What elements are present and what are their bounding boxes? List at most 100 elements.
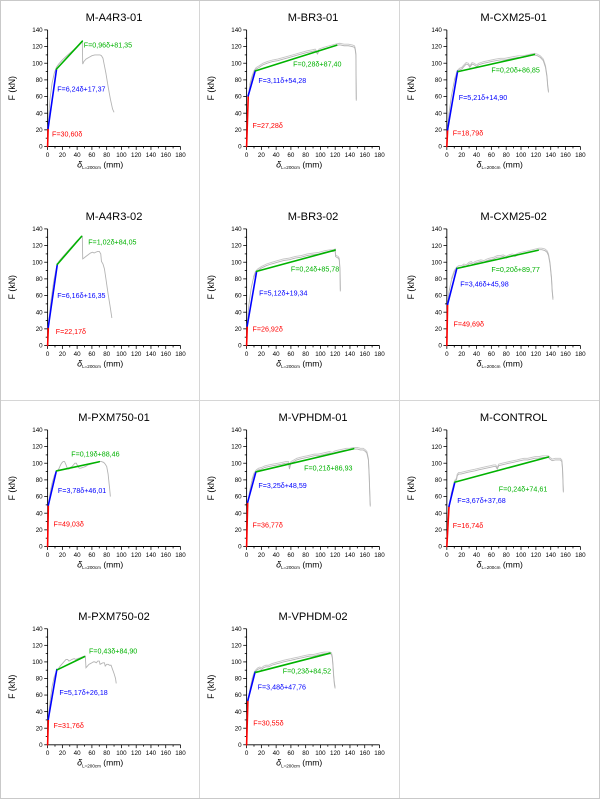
- experimental-curve: [446, 456, 564, 547]
- chart-title: M-VPHDM-01: [279, 412, 348, 424]
- y-tick-label: 120: [232, 44, 243, 51]
- y-tick-label: 0: [438, 543, 442, 550]
- chart-title: M-VPHDM-02: [279, 611, 348, 623]
- experimental-curve-secondary: [452, 455, 564, 491]
- fit-label-elastic: F=5,12δ+19,34: [259, 290, 307, 298]
- x-tick-label: 120: [530, 351, 541, 358]
- x-tick-label: 140: [345, 552, 356, 559]
- x-tick-label: 140: [345, 152, 356, 159]
- x-tick-label: 0: [46, 351, 50, 358]
- fit-line-elastic: [247, 671, 257, 702]
- x-tick-label: 100: [116, 152, 127, 159]
- x-tick-label: 100: [515, 152, 526, 159]
- x-axis-label: δL=200cm (mm): [276, 559, 322, 570]
- x-tick-label: 80: [103, 750, 110, 757]
- y-tick-label: 80: [36, 276, 43, 283]
- y-tick-label: 120: [32, 44, 43, 51]
- x-tick-label: 0: [46, 152, 50, 159]
- x-tick-label: 0: [245, 750, 249, 757]
- y-tick-label: 140: [431, 27, 442, 34]
- experimental-curve: [246, 44, 358, 147]
- experimental-curve-secondary: [453, 52, 549, 91]
- chart-cell-m-br3-02: M-BR3-02 0 20 40 60 80 100 120 140 160 180 0 20 40 60 8…: [200, 200, 400, 401]
- x-axis-label: δL=200cm (mm): [476, 159, 522, 170]
- y-tick-label: 20: [235, 527, 242, 534]
- y-axis-label: F (kN): [406, 275, 416, 299]
- x-tick-label: 100: [316, 152, 327, 159]
- fit-line-initial: [46, 504, 50, 547]
- chart-cell-m-a4r3-01: M-A4R3-01 0 20 40 60 80 100 120 140 160 180 0 20 40 60…: [1, 1, 201, 201]
- x-tick-label: 160: [360, 552, 371, 559]
- y-tick-label: 120: [32, 443, 43, 450]
- y-tick-label: 40: [36, 510, 43, 517]
- x-tick-label: 140: [146, 351, 157, 358]
- fit-line-initial: [445, 505, 450, 547]
- y-tick-label: 140: [431, 226, 442, 233]
- x-axis-label: δL=200cm (mm): [476, 359, 522, 370]
- empty-cell: [399, 599, 599, 798]
- y-tick-label: 0: [239, 343, 243, 350]
- fit-line-initial: [445, 303, 449, 347]
- chart-svg: M-BR3-010 20 40 60 80 100 120 140 160 18002040608…: [206, 12, 385, 170]
- y-axis-label: F (kN): [7, 275, 17, 299]
- y-tick-label: 0: [39, 543, 43, 550]
- x-tick-label: 20: [59, 552, 66, 559]
- y-tick-label: 20: [36, 527, 43, 534]
- fit-label-plateau: F=0,20δ+89,77: [491, 267, 540, 275]
- x-tick-label: 60: [288, 351, 295, 358]
- chart-svg: M-PXM750-01 0 20 40 60 80 100 120 140 160 180 0 20 40…: [7, 412, 186, 570]
- x-tick-label: 120: [330, 552, 341, 559]
- x-tick-label: 40: [74, 351, 81, 358]
- fit-line-elastic: [47, 68, 58, 130]
- x-tick-label: 180: [175, 552, 186, 559]
- chart-svg: M-VPHDM-010 20 40 60 80 100 120 140 160 180020406…: [206, 412, 385, 570]
- x-tick-label: 40: [473, 351, 480, 358]
- x-tick-label: 80: [303, 152, 310, 159]
- x-tick-label: 140: [345, 351, 356, 358]
- x-tick-label: 0: [445, 152, 449, 159]
- y-tick-label: 80: [235, 276, 242, 283]
- y-tick-label: 20: [435, 127, 442, 134]
- x-tick-label: 40: [273, 152, 280, 159]
- fit-label-initial: F=30,55δ: [254, 720, 284, 728]
- x-tick-label: 160: [161, 552, 172, 559]
- x-tick-label: 140: [345, 750, 356, 757]
- y-tick-label: 100: [232, 60, 243, 67]
- x-tick-label: 160: [360, 351, 371, 358]
- x-tick-label: 120: [131, 750, 142, 757]
- y-tick-label: 60: [36, 293, 43, 300]
- x-axis-label: δL=200cm (mm): [77, 559, 123, 570]
- chart-cell-m-cxm25-01: M-CXM25-01 0 20 40 60 80 100 120 140 160 180 0 20 40 6…: [399, 1, 599, 201]
- y-tick-label: 80: [36, 676, 43, 683]
- x-axis-label: δL=200cm (mm): [77, 159, 123, 170]
- x-tick-label: 40: [273, 750, 280, 757]
- chart-cell-m-pxm750-01: M-PXM750-01 0 20 40 60 80 100 120 140 160 180 0 20 40…: [1, 400, 201, 600]
- x-tick-label: 140: [545, 351, 556, 358]
- x-axis-label: δL=200cm (mm): [77, 359, 123, 370]
- y-tick-label: 100: [431, 60, 442, 67]
- y-tick-label: 0: [438, 343, 442, 350]
- experimental-curve: [47, 460, 111, 547]
- x-tick-label: 60: [288, 152, 295, 159]
- y-tick-label: 60: [435, 293, 442, 300]
- fit-label-initial: F=36,77δ: [253, 521, 283, 529]
- y-tick-label: 40: [36, 110, 43, 117]
- x-tick-label: 180: [175, 152, 186, 159]
- x-tick-label: 120: [530, 152, 541, 159]
- y-tick-label: 20: [235, 326, 242, 333]
- x-tick-label: 100: [116, 552, 127, 559]
- fit-line-plateau: [56, 655, 86, 671]
- chart-cell-m-control: M-CONTROL 0 20 40 60 80 100 120 140 160 180 0 20 40 60…: [399, 400, 599, 600]
- y-tick-label: 120: [32, 642, 43, 649]
- x-tick-label: 160: [360, 750, 371, 757]
- y-tick-label: 0: [239, 543, 243, 550]
- y-tick-label: 40: [36, 310, 43, 317]
- chart-cell-m-pxm750-02: M-PXM750-02 0 20 40 60 80 100 120 140 160 180 0 20 40…: [1, 599, 201, 798]
- x-tick-label: 120: [330, 750, 341, 757]
- y-tick-label: 20: [435, 527, 442, 534]
- x-tick-label: 140: [146, 750, 157, 757]
- x-tick-label: 100: [316, 351, 327, 358]
- x-tick-label: 180: [175, 750, 186, 757]
- y-tick-label: 40: [235, 709, 242, 716]
